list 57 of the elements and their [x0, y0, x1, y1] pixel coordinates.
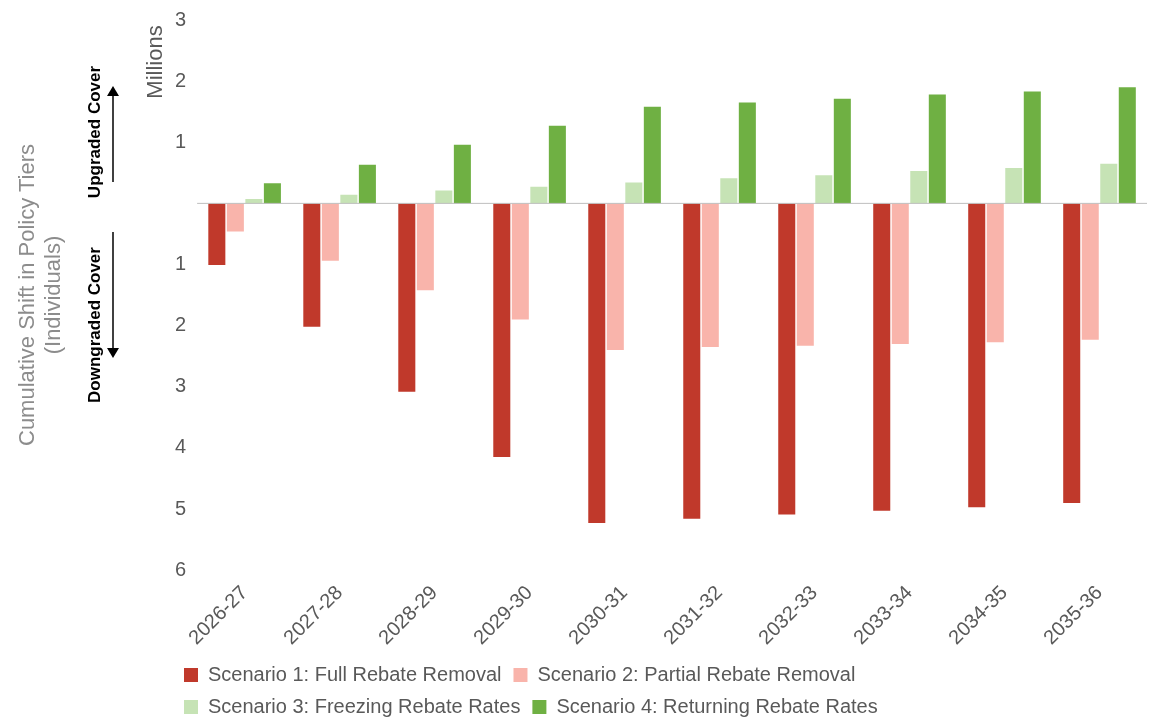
bar [511, 203, 529, 320]
bar [416, 203, 434, 291]
bar [263, 183, 281, 204]
y-tick-label: 1 [175, 129, 187, 152]
bar [1118, 87, 1136, 204]
y-tick-label: 5 [175, 496, 187, 519]
bar [778, 203, 796, 515]
bar [833, 98, 851, 204]
bar [493, 203, 511, 458]
bar [398, 203, 416, 392]
legend-label: Scenario 1: Full Rebate Removal [208, 662, 502, 685]
legend-label: Scenario 4: Returning Rebate Rates [556, 694, 878, 717]
bar [873, 203, 891, 511]
bar [453, 144, 471, 204]
legend-label: Scenario 2: Partial Rebate Removal [537, 662, 856, 685]
bar [910, 170, 928, 204]
bar [530, 186, 548, 204]
bar [1081, 203, 1099, 340]
bar [1100, 163, 1118, 204]
y-tick-label: 3 [175, 374, 187, 397]
bar [208, 203, 226, 266]
y-tick-label: 4 [175, 435, 187, 458]
bar [683, 203, 701, 519]
bar [321, 203, 339, 261]
bar [435, 190, 453, 204]
text: Millions [142, 25, 167, 99]
y-tick-label: 6 [175, 557, 187, 580]
y-tick-label: 1 [175, 252, 187, 275]
bar [986, 203, 1004, 343]
bar [643, 106, 661, 204]
bar [606, 203, 624, 351]
bar [303, 203, 321, 327]
bar [1023, 91, 1041, 204]
text: Upgraded Cover [85, 65, 104, 199]
bar [226, 203, 244, 232]
bar [738, 102, 756, 204]
bar [548, 125, 566, 204]
bar [928, 94, 946, 204]
legend-label: Scenario 3: Freezing Rebate Rates [208, 694, 521, 717]
text: Downgraded Cover [85, 247, 104, 403]
bar [1005, 167, 1023, 204]
y-axis-title: Cumulative Shift in Policy Tiers (Individuals) [14, 144, 65, 446]
bar [720, 178, 738, 204]
bar [968, 203, 986, 508]
bar [796, 203, 814, 346]
bar [588, 203, 606, 524]
y-tick-label: 2 [175, 313, 187, 336]
y-tick-label: 2 [175, 68, 187, 91]
bar [340, 194, 358, 204]
y-tick-label: 3 [175, 7, 187, 30]
bar [815, 175, 833, 204]
bar [891, 203, 909, 344]
bar [701, 203, 719, 348]
bar [358, 164, 376, 204]
bar [245, 199, 263, 204]
bar [625, 182, 643, 204]
bar [1063, 203, 1081, 503]
